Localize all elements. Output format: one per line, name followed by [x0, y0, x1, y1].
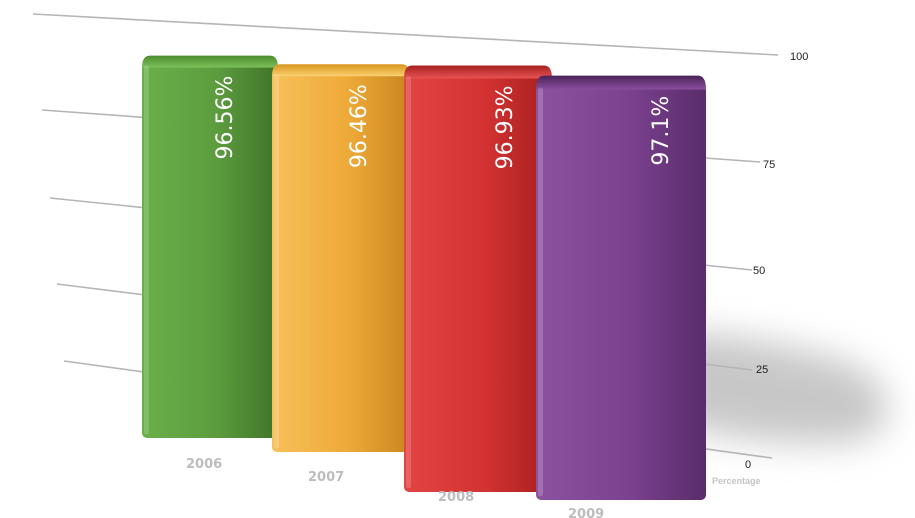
bar-2009: 97.1%	[536, 75, 706, 500]
x-category-label-2006: 2006	[186, 457, 222, 472]
x-axis-categories: 2006 2007 2008 2009	[186, 457, 604, 518]
bar-body-2008	[404, 74, 552, 493]
x-category-label-2009: 2009	[568, 507, 604, 518]
bar-top-2006	[142, 55, 278, 68]
y-tick-label-25: 25	[756, 364, 768, 376]
x-category-label-2007: 2007	[308, 470, 344, 485]
bar-body-2009	[536, 85, 706, 500]
bar-highlight-2006	[144, 65, 149, 434]
bar-2008: 96.93%	[404, 65, 552, 493]
y-axis-ticks: 0 25 50 75 100	[745, 51, 808, 471]
bar-2006: 96.56%	[142, 55, 278, 438]
y-axis-title: Percentage	[712, 476, 761, 486]
bars: 96.56% 96.46% 96.93% 97.1%	[142, 55, 706, 500]
data-label-2007: 96.46%	[347, 84, 372, 168]
bar-body-2007	[272, 72, 410, 452]
bar-2007: 96.46%	[272, 64, 410, 452]
bar-top-2008	[404, 65, 552, 79]
data-label-2006: 96.56%	[213, 76, 238, 160]
bar-top-2007	[272, 64, 410, 77]
y-tick-label-100: 100	[790, 51, 808, 63]
x-category-label-2008: 2008	[438, 490, 474, 505]
y-tick-label-75: 75	[763, 159, 775, 171]
bar-top-2009	[536, 75, 706, 90]
bar-highlight-2009	[538, 87, 543, 496]
y-tick-label-50: 50	[753, 265, 765, 277]
bar-highlight-2008	[406, 76, 411, 489]
gridline-100	[32, 13, 779, 56]
data-label-2009: 97.1%	[649, 96, 674, 166]
bar-highlight-2007	[274, 74, 279, 448]
bar-body-2006	[142, 63, 278, 438]
y-tick-label-0: 0	[745, 459, 751, 471]
data-label-2008: 96.93%	[493, 86, 518, 170]
